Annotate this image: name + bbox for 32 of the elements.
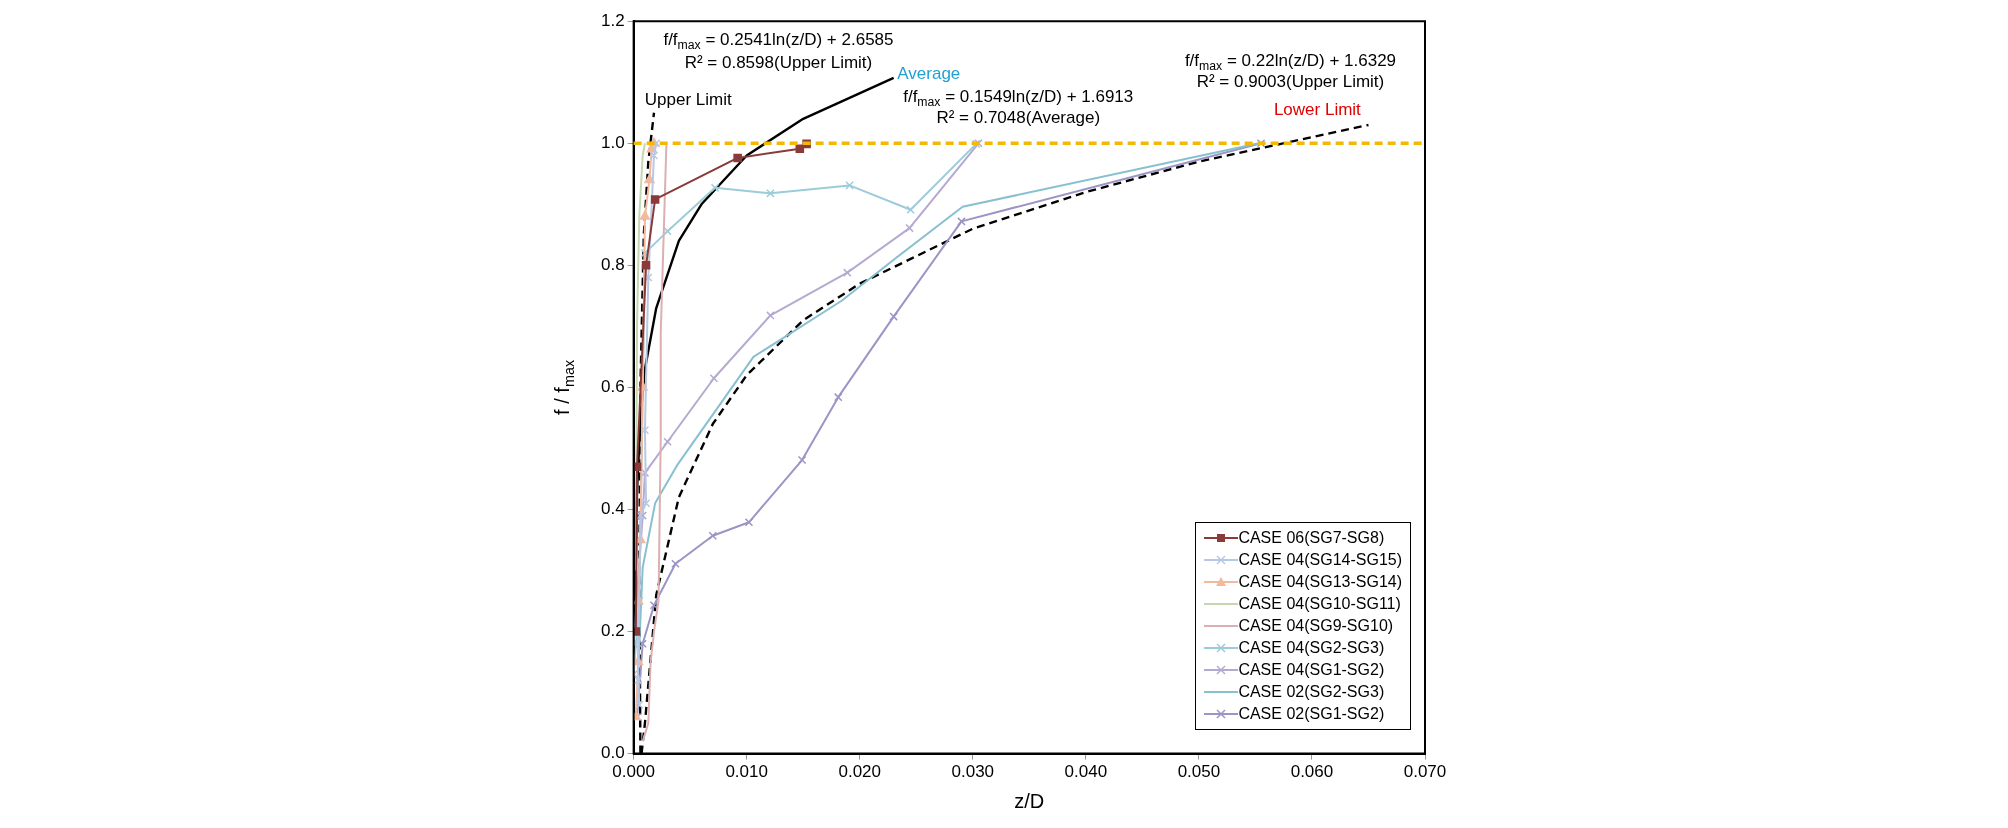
x-tick-label: 0.070: [1403, 762, 1447, 782]
annotation: Lower Limit: [1273, 99, 1362, 119]
legend-label: CASE 04(SG2-SG3): [1238, 638, 1385, 656]
annotation: R² = 0.9003(Upper Limit): [1196, 72, 1385, 92]
annotation: Upper Limit: [644, 89, 732, 109]
y-tick-label: 0.8: [600, 255, 625, 275]
annotation: R² = 0.8598(Upper Limit): [684, 53, 873, 73]
x-tick-label: 0.040: [1064, 762, 1108, 782]
y-tick-label: 0.4: [600, 499, 625, 519]
legend-label: CASE 04(SG10-SG11): [1238, 594, 1401, 612]
x-tick-label: 0.010: [725, 762, 768, 782]
legend-label: CASE 04(SG1-SG2): [1238, 660, 1385, 678]
x-tick-label: 0.030: [951, 762, 995, 782]
x-tick-label: 0.060: [1290, 762, 1334, 782]
legend-label: CASE 02(SG1-SG2): [1238, 704, 1385, 722]
x-tick-label: 0.000: [612, 762, 655, 782]
y-tick-label: 1.0: [600, 132, 625, 152]
legend-label: CASE 04(SG14-SG15): [1238, 550, 1402, 568]
x-tick-label: 0.020: [838, 762, 882, 782]
legend-label: CASE 06(SG7-SG8): [1238, 528, 1385, 546]
legend-label: CASE 02(SG2-SG3): [1238, 682, 1385, 700]
annotation: R² = 0.7048(Average): [936, 107, 1101, 127]
x-axis-title: z/D: [1014, 789, 1045, 812]
legend-label: CASE 04(SG13-SG14): [1238, 572, 1402, 590]
y-tick-label: 0.6: [600, 377, 625, 397]
x-tick-label: 0.050: [1177, 762, 1221, 782]
y-axis-title: f / fmax: [551, 359, 577, 415]
y-tick-label: 1.2: [600, 10, 625, 30]
legend-label: CASE 04(SG9-SG10): [1238, 616, 1394, 634]
annotation: Average: [897, 64, 961, 84]
y-tick-label: 0.2: [600, 621, 625, 641]
y-tick-label: 0.0: [600, 743, 625, 763]
